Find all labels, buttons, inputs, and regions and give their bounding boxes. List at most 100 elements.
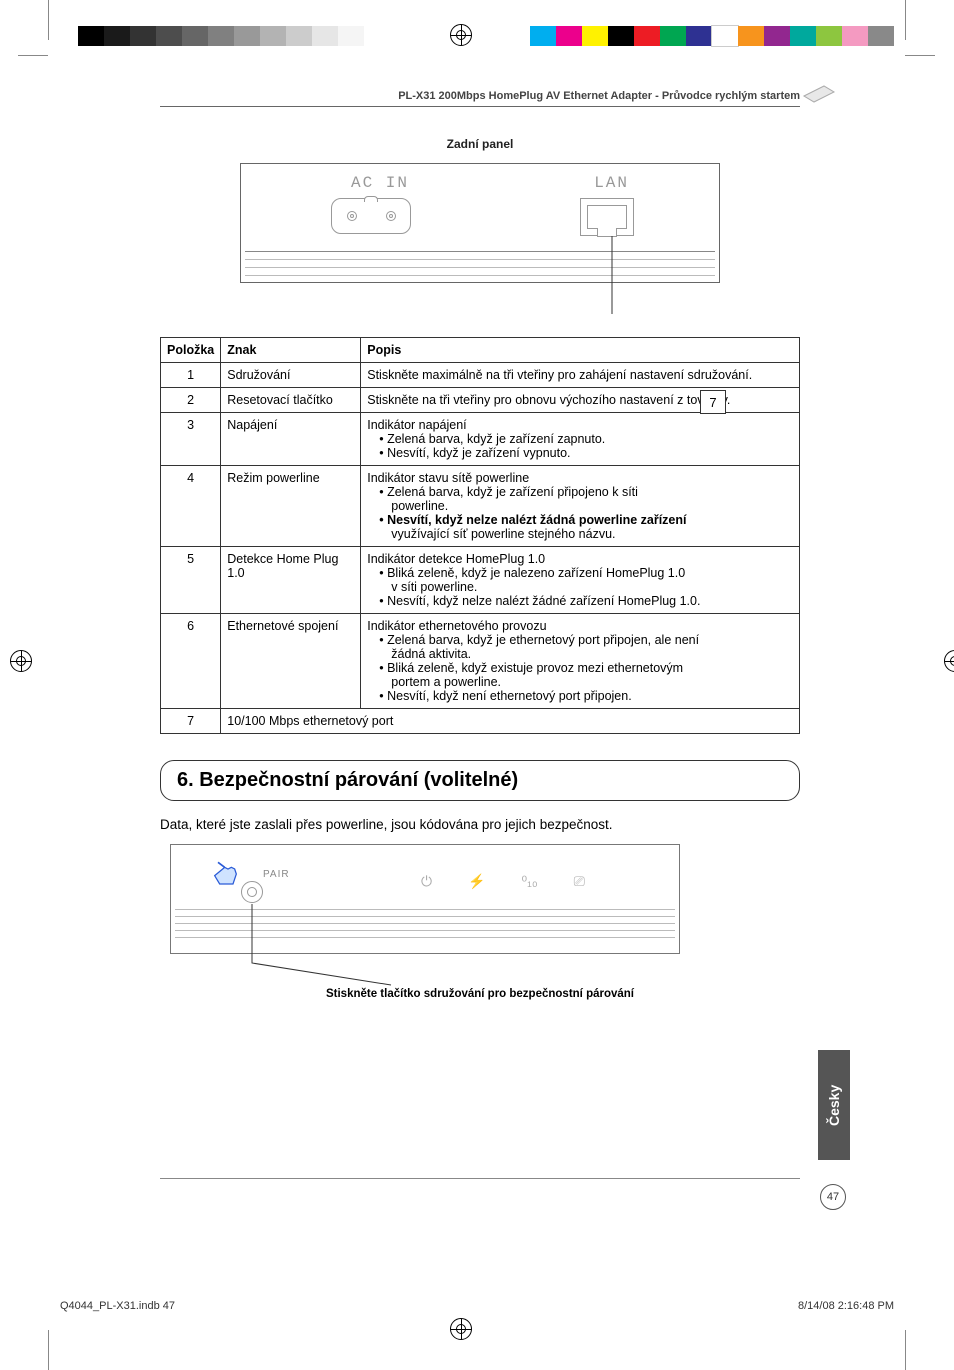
th-desc: Popis (361, 338, 800, 363)
swatch (868, 26, 894, 46)
table-row: 6Ethernetové spojeníIndikátor ethernetov… (161, 614, 800, 709)
desc-line: portem a powerline. (367, 675, 793, 689)
cell-sign: Režim powerline (221, 466, 361, 547)
footer-metadata: Q4044_PL-X31.indb 47 8/14/08 2:16:48 PM (60, 1300, 894, 1312)
swatch (338, 26, 364, 46)
page-number: 47 (820, 1184, 846, 1210)
section-6-heading: 6. Bezpečnostní párování (volitelné) (160, 760, 800, 801)
header-text: PL-X31 200Mbps HomePlug AV Ethernet Adap… (398, 90, 800, 102)
page-content: PL-X31 200Mbps HomePlug AV Ethernet Adap… (160, 90, 800, 1000)
ac-in-label: AC IN (351, 174, 409, 192)
cell-item: 4 (161, 466, 221, 547)
swatch (712, 26, 738, 46)
cell-sign: Resetovací tlačítko (221, 388, 361, 413)
swatch (608, 26, 634, 46)
desc-line: využívající síť powerline stejného názvu… (367, 527, 793, 541)
swatch (764, 26, 790, 46)
desc-line: Indikátor detekce HomePlug 1.0 (367, 552, 793, 566)
lan-label: LAN (594, 174, 629, 192)
callout-leader (611, 236, 613, 316)
table-row: 4Režim powerlineIndikátor stavu sítě pow… (161, 466, 800, 547)
footer-left: Q4044_PL-X31.indb 47 (60, 1300, 175, 1312)
footer-rule (160, 1178, 800, 1179)
language-tab: Česky (818, 1050, 850, 1160)
cell-item: 2 (161, 388, 221, 413)
led-icon: ⚡ (468, 873, 485, 890)
table-row: 3NapájeníIndikátor napájení• Zelená barv… (161, 413, 800, 466)
desc-line: Stiskněte maximálně na tři vteřiny pro z… (367, 368, 793, 382)
desc-line: žádná aktivita. (367, 647, 793, 661)
cell-item: 7 (161, 709, 221, 734)
desc-line: • Nesvítí, když není ethernetový port př… (367, 689, 793, 703)
swatch (286, 26, 312, 46)
swatch (816, 26, 842, 46)
desc-line: • Zelená barva, když je zařízení připoje… (367, 485, 793, 499)
swatch (104, 26, 130, 46)
swatch (790, 26, 816, 46)
cell-sign: Napájení (221, 413, 361, 466)
table-row: 710/100 Mbps ethernetový port (161, 709, 800, 734)
table-row: 1SdružováníStiskněte maximálně na tři vt… (161, 363, 800, 388)
desc-line: • Bliká zeleně, když je nalezeno zařízen… (367, 566, 793, 580)
desc-line: Indikátor stavu sítě powerline (367, 471, 793, 485)
running-header: PL-X31 200Mbps HomePlug AV Ethernet Adap… (160, 90, 800, 107)
callout-box-7: 7 (700, 390, 726, 414)
desc-line: • Bliká zeleně, když existuje provoz mez… (367, 661, 793, 675)
desc-line: Stiskněte na tři vteřiny pro obnovu vých… (367, 393, 793, 407)
desc-line: powerline. (367, 499, 793, 513)
led-icon: ⎚ (574, 873, 585, 890)
cell-desc: Indikátor napájení• Zelená barva, když j… (361, 413, 800, 466)
swatch (182, 26, 208, 46)
swatch (208, 26, 234, 46)
cell-desc: Stiskněte maximálně na tři vteřiny pro z… (361, 363, 800, 388)
cell-desc: Indikátor ethernetového provozu• Zelená … (361, 614, 800, 709)
color-bar (530, 26, 894, 46)
th-sign: Znak (221, 338, 361, 363)
swatch (234, 26, 260, 46)
crop-marks-top (0, 0, 954, 60)
rear-panel-diagram: AC IN LAN (240, 163, 720, 283)
swatch (312, 26, 338, 46)
th-item: Položka (161, 338, 221, 363)
cell-item: 5 (161, 547, 221, 614)
cell-desc: Indikátor stavu sítě powerline• Zelená b… (361, 466, 800, 547)
cell-desc: Stiskněte na tři vteřiny pro obnovu vých… (361, 388, 800, 413)
table-row: 5Detekce Home Plug 1.0 Indikátor detekce … (161, 547, 800, 614)
cell-item: 6 (161, 614, 221, 709)
callout-number: 7 (709, 395, 716, 410)
callout-leader (251, 903, 451, 987)
swatch (130, 26, 156, 46)
cell-full: 10/100 Mbps ethernetový port (221, 709, 800, 734)
swatch (842, 26, 868, 46)
led-icon: ⏻ (421, 873, 432, 890)
crop-marks-bottom (0, 1310, 954, 1370)
swatch (634, 26, 660, 46)
swatch (582, 26, 608, 46)
ac-socket-icon (331, 198, 411, 234)
section-6-body: Data, které jste zaslali přes powerline,… (160, 817, 800, 832)
led-icon: ⁰₁₀ (522, 873, 538, 890)
grayscale-bar (78, 26, 364, 46)
panel-ridges (245, 244, 715, 276)
cell-sign: Ethernetové spojení (221, 614, 361, 709)
desc-line: • Nesvítí, když je zařízení vypnuto. (367, 446, 793, 460)
cell-sign: Detekce Home Plug 1.0 (221, 547, 361, 614)
cell-item: 3 (161, 413, 221, 466)
swatch (660, 26, 686, 46)
rear-panel-caption: Zadní panel (160, 137, 800, 151)
page-number-value: 47 (827, 1191, 839, 1203)
desc-line: Indikátor napájení (367, 418, 793, 432)
front-panel-diagram: PAIR ⏻ ⚡ ⁰₁₀ ⎚ (170, 844, 680, 954)
desc-line: Indikátor ethernetového provozu (367, 619, 793, 633)
swatch (156, 26, 182, 46)
registration-mark-icon (450, 24, 472, 46)
desc-line: • Nesvítí, když nelze nalézt žádná power… (367, 513, 793, 527)
adapter-icon (802, 80, 836, 104)
front-panel-caption: Stiskněte tlačítko sdružování pro bezpeč… (160, 988, 800, 1000)
pair-label: PAIR (263, 869, 290, 880)
led-icons-row: ⏻ ⚡ ⁰₁₀ ⎚ (421, 873, 585, 890)
footer-right: 8/14/08 2:16:48 PM (798, 1300, 894, 1312)
swatch (260, 26, 286, 46)
swatch (556, 26, 582, 46)
desc-line: v síti powerline. (367, 580, 793, 594)
